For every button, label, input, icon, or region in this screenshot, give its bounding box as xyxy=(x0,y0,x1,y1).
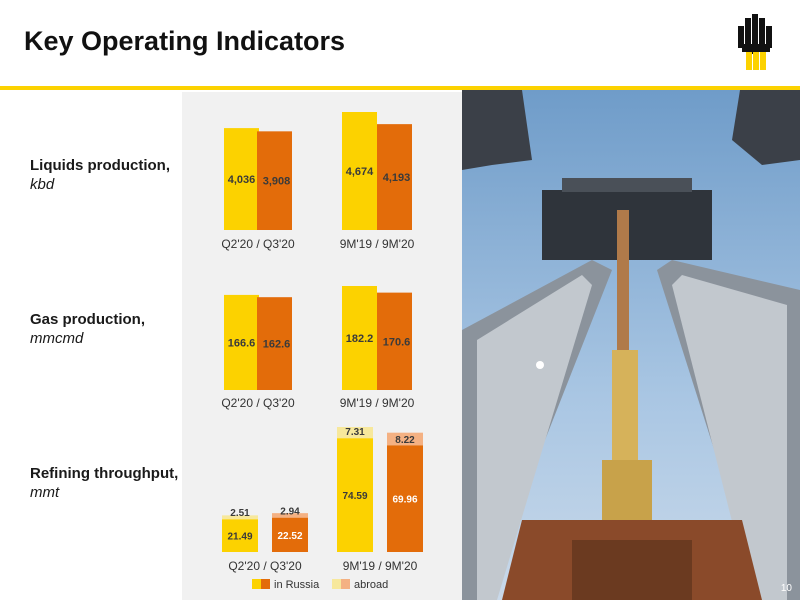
bar-value-label: 7.31 xyxy=(345,427,365,438)
category-label: Q2'20 / Q3'20 xyxy=(221,396,295,410)
bar-value-label: 8.22 xyxy=(395,435,415,446)
bar-value-label: 74.59 xyxy=(342,491,367,502)
charts-svg: 4,036 3,908 Q2'20 / Q3'20 4,674 4,193 9M'19 /… xyxy=(221,112,423,591)
stacked-bar-abroad xyxy=(272,513,308,518)
page-number: 10 xyxy=(780,583,792,594)
bar-value-label: 2.51 xyxy=(230,508,250,519)
bar-value-label: 22.52 xyxy=(277,531,302,542)
stacked-bar-in-russia xyxy=(222,519,258,552)
row-label-unit: mmt xyxy=(30,484,60,501)
legend-label: in Russia xyxy=(274,579,320,591)
row-label-refining: Refining throughput, mmt xyxy=(30,464,178,502)
bar-value-label: 4,193 xyxy=(383,172,411,184)
charts-panel: 4,036 3,908 Q2'20 / Q3'20 4,674 4,193 9M'19 /… xyxy=(182,92,462,600)
chart-bar xyxy=(224,128,259,230)
chart-bar xyxy=(257,131,292,230)
bar-value-label: 2.94 xyxy=(280,507,300,518)
chart-bar xyxy=(377,292,412,390)
row-label-unit: kbd xyxy=(30,176,55,193)
row-label-unit: mmcmd xyxy=(30,330,84,347)
bar-value-label: 182.2 xyxy=(346,333,374,345)
row-label-name: Liquids production, xyxy=(30,157,170,174)
category-label: Q2'20 / Q3'20 xyxy=(221,237,295,251)
legend-swatch-light-yellow xyxy=(332,579,341,589)
bar-value-label: 21.49 xyxy=(227,532,252,543)
stacked-bar-abroad xyxy=(337,427,373,439)
legend-swatch-light-orange xyxy=(341,579,350,589)
bar-value-label: 4,036 xyxy=(228,174,256,186)
chart-bar xyxy=(257,297,292,390)
chart-bar xyxy=(342,286,377,390)
row-label-gas: Gas production, mmcmd xyxy=(30,310,145,348)
bar-value-label: 166.6 xyxy=(228,337,256,349)
stacked-bar-abroad xyxy=(222,515,258,520)
chart-bar xyxy=(377,124,412,230)
category-label: 9M'19 / 9M'20 xyxy=(343,559,418,573)
bar-value-label: 170.6 xyxy=(383,336,411,348)
company-logo-icon xyxy=(738,14,772,70)
bar-value-label: 3,908 xyxy=(263,176,291,188)
row-label-name: Gas production, xyxy=(30,311,146,328)
row-label-name: Refining throughput, xyxy=(30,465,179,482)
drilling-rig-photo: 10 xyxy=(462,90,800,600)
header-accent-line xyxy=(0,86,800,90)
row-label-liquids: Liquids production, kbd xyxy=(30,156,170,194)
stacked-bar-in-russia xyxy=(387,445,423,552)
chart-bar xyxy=(342,112,377,230)
stacked-bar-in-russia xyxy=(337,438,373,552)
bar-value-label: 162.6 xyxy=(263,339,291,351)
category-label: 9M'19 / 9M'20 xyxy=(340,237,415,251)
legend-swatch-orange xyxy=(261,579,270,589)
legend-swatch-yellow xyxy=(252,579,261,589)
drilling-rig-illustration xyxy=(462,90,800,600)
category-label: Q2'20 / Q3'20 xyxy=(228,559,302,573)
legend-label: abroad xyxy=(354,579,388,591)
page-title: Key Operating Indicators xyxy=(24,26,346,56)
bar-value-label: 4,674 xyxy=(346,166,374,178)
bar-value-label: 69.96 xyxy=(392,495,417,506)
chart-bar xyxy=(224,294,259,390)
category-label: 9M'19 / 9M'20 xyxy=(340,396,415,410)
stacked-bar-abroad xyxy=(387,432,423,446)
stacked-bar-in-russia xyxy=(272,517,308,552)
